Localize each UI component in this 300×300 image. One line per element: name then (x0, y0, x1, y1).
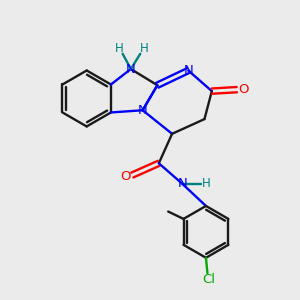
Text: H: H (140, 42, 148, 55)
Text: H: H (202, 177, 210, 190)
Text: N: N (138, 104, 148, 117)
Text: O: O (238, 83, 249, 96)
Text: Cl: Cl (202, 273, 215, 286)
Text: N: N (126, 62, 136, 76)
Text: N: N (178, 177, 187, 190)
Text: O: O (121, 170, 131, 183)
Text: H: H (115, 42, 124, 55)
Text: N: N (183, 64, 193, 77)
